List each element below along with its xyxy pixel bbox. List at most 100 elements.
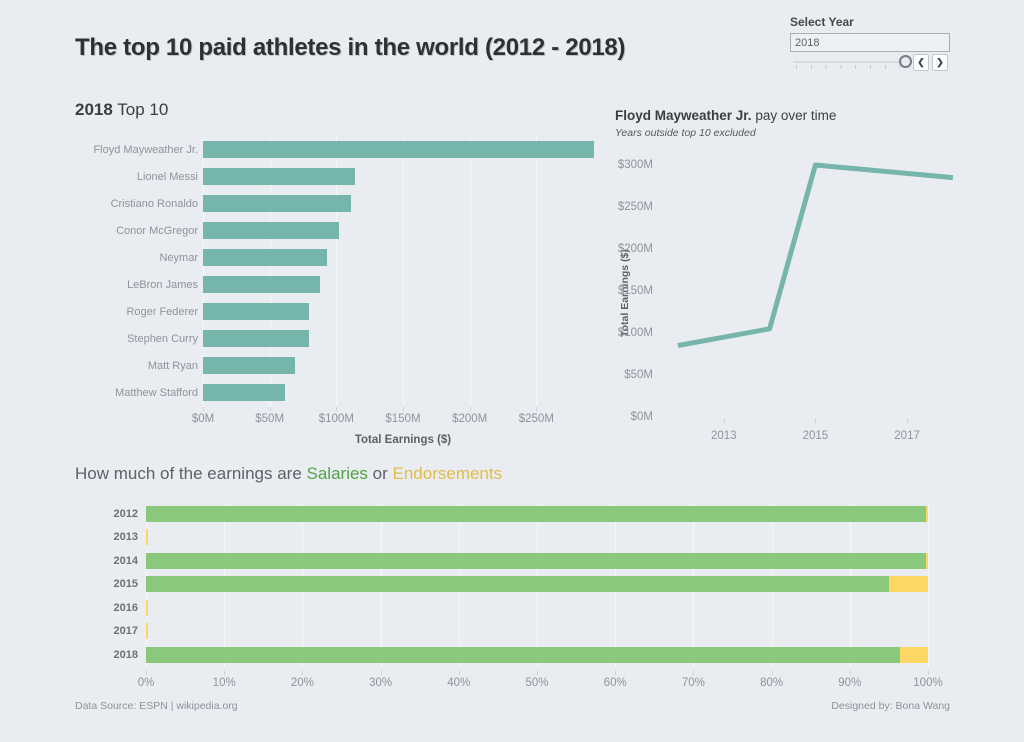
axis-tick xyxy=(380,670,382,675)
year-label: 2015 xyxy=(113,578,138,591)
stacked-bar-track xyxy=(146,505,928,522)
bar-row: Matt Ryan xyxy=(75,352,615,379)
top10-x-axis: $0M $50M $100M $150M $200M $250M xyxy=(192,406,603,430)
percent-tick-label: 70% xyxy=(681,676,705,689)
bar-track xyxy=(203,303,615,320)
endorsements-segment[interactable] xyxy=(925,505,928,522)
top10-chart-title: 2018 Top 10 xyxy=(75,100,615,120)
percent-tick-label: 90% xyxy=(838,676,862,689)
bar-row: Roger Federer xyxy=(75,298,615,325)
endorsements-segment[interactable] xyxy=(146,529,149,546)
axis-tick xyxy=(302,670,304,675)
earnings-bar[interactable] xyxy=(203,195,352,212)
percent-tick-label: 30% xyxy=(369,676,393,689)
line-title-name: Floyd Mayweather Jr. xyxy=(615,108,752,123)
axis-tick xyxy=(403,407,404,411)
x-axis-tick-label: $100M xyxy=(318,413,354,425)
top10-x-axis-title: Total Earnings ($) xyxy=(354,434,452,446)
bar-category-label: Lionel Messi xyxy=(136,170,198,183)
percent-tick-label: 0% xyxy=(137,676,155,689)
bar-row: Floyd Mayweather Jr. xyxy=(75,136,615,163)
bar-track xyxy=(203,276,615,293)
stacked-bar-track xyxy=(146,623,928,640)
stacked-title-text: or xyxy=(367,464,393,483)
bar-row: Cristiano Ronaldo xyxy=(75,190,615,217)
percent-tick-label: 60% xyxy=(603,676,627,689)
earnings-bar[interactable] xyxy=(203,303,310,320)
y-axis-tick-label: $150M xyxy=(617,285,653,297)
stacked-bar-row: 2014 xyxy=(75,549,950,573)
salaries-segment[interactable] xyxy=(146,552,926,569)
salaries-segment[interactable] xyxy=(146,576,889,593)
endorsements-segment[interactable] xyxy=(925,552,928,569)
bar-category-label: Neymar xyxy=(159,251,198,264)
stacked-chart-title: How much of the earnings are Salaries or… xyxy=(75,464,950,484)
earnings-bar[interactable] xyxy=(203,168,356,185)
bar-category-label: Floyd Mayweather Jr. xyxy=(93,143,198,156)
endorsements-legend-word: Endorsements xyxy=(392,464,503,483)
bar-row: Lionel Messi xyxy=(75,163,615,190)
y-axis-tick-label: $300M xyxy=(617,159,653,171)
earnings-bar[interactable] xyxy=(203,276,321,293)
earnings-bar[interactable] xyxy=(203,330,309,347)
axis-tick xyxy=(849,670,851,675)
year-label: 2018 xyxy=(113,648,138,661)
year-slider-track[interactable] xyxy=(793,61,903,63)
earnings-bar[interactable] xyxy=(203,222,339,239)
line-chart-subtitle: Years outside top 10 excluded xyxy=(615,127,756,139)
axis-tick xyxy=(815,419,817,423)
y-axis-tick-label: $100M xyxy=(617,327,653,339)
pay-line[interactable] xyxy=(677,162,954,349)
stacked-bar-track xyxy=(146,552,928,569)
bar-track xyxy=(203,249,615,266)
earnings-bar[interactable] xyxy=(203,384,285,401)
year-label: 2013 xyxy=(113,531,138,544)
axis-tick xyxy=(146,670,147,675)
bar-track xyxy=(203,141,615,158)
year-slider-handle[interactable] xyxy=(899,55,912,68)
slider-prev-button[interactable]: ❮ xyxy=(913,54,929,71)
endorsements-segment[interactable] xyxy=(146,599,149,616)
year-input[interactable] xyxy=(790,33,950,52)
bar-category-label: Roger Federer xyxy=(126,305,198,318)
axis-tick xyxy=(336,407,338,411)
bar-track xyxy=(203,222,615,239)
year-label: 2012 xyxy=(113,507,138,520)
percent-tick-label: 50% xyxy=(525,676,549,689)
page-title: The top 10 paid athletes in the world (2… xyxy=(75,34,626,61)
year-slider-ticks xyxy=(796,65,900,69)
salaries-segment[interactable] xyxy=(146,505,926,522)
percent-tick-label: 100% xyxy=(913,676,943,689)
axis-tick xyxy=(458,670,460,675)
axis-tick xyxy=(693,670,695,675)
earnings-bar[interactable] xyxy=(203,141,595,158)
bar-row: Stephen Curry xyxy=(75,325,615,352)
y-axis-tick-label: $0M xyxy=(630,411,653,423)
stacked-bar-track xyxy=(146,646,928,663)
bar-category-label: LeBron James xyxy=(127,278,198,291)
endorsements-segment[interactable] xyxy=(899,646,928,663)
bar-row: LeBron James xyxy=(75,271,615,298)
salaries-segment[interactable] xyxy=(146,646,900,663)
endorsements-segment[interactable] xyxy=(888,576,928,593)
bar-track xyxy=(203,330,615,347)
select-year-label: Select Year xyxy=(790,15,854,29)
bar-category-label: Matt Ryan xyxy=(147,359,198,372)
slider-next-button[interactable]: ❯ xyxy=(932,54,948,71)
y-axis-tick-label: $200M xyxy=(617,243,653,255)
bar-track xyxy=(203,195,615,212)
y-axis-tick-label: $250M xyxy=(617,201,653,213)
percent-tick-label: 10% xyxy=(212,676,236,689)
bar-track xyxy=(203,168,615,185)
stacked-bar-row: 2017 xyxy=(75,620,950,644)
earnings-bar[interactable] xyxy=(203,357,296,374)
earnings-bar[interactable] xyxy=(203,249,327,266)
pay-over-time-line[interactable] xyxy=(655,162,985,420)
bar-category-label: Matthew Stafford xyxy=(115,386,198,399)
x-axis-tick-label: $250M xyxy=(518,413,554,425)
x-axis-tick-label: $0M xyxy=(191,413,215,425)
stacked-bar-row: 2016 xyxy=(75,596,950,620)
axis-tick xyxy=(928,670,929,675)
endorsements-segment[interactable] xyxy=(146,623,149,640)
percent-tick-label: 80% xyxy=(760,676,784,689)
